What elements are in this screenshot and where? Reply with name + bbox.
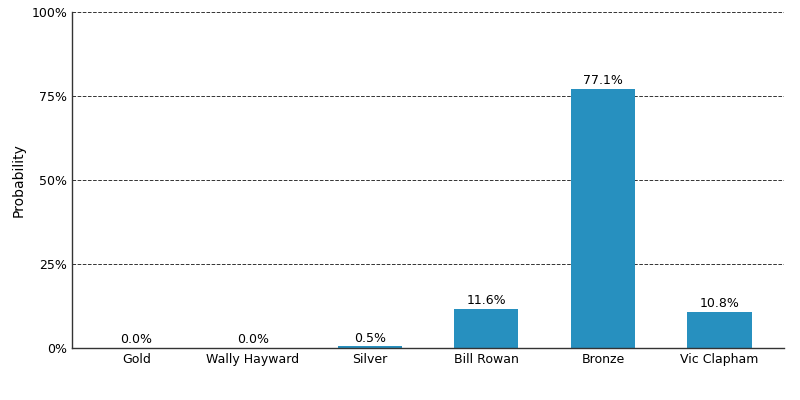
Text: 77.1%: 77.1% xyxy=(583,74,623,87)
Bar xyxy=(338,346,402,348)
Text: 0.0%: 0.0% xyxy=(121,333,153,346)
Y-axis label: Probability: Probability xyxy=(12,143,26,217)
Bar xyxy=(454,309,518,348)
Text: 11.6%: 11.6% xyxy=(466,294,506,307)
Text: 0.5%: 0.5% xyxy=(354,332,386,345)
Bar xyxy=(687,312,752,348)
Bar xyxy=(571,89,635,348)
Text: 0.0%: 0.0% xyxy=(237,333,269,346)
Text: 10.8%: 10.8% xyxy=(700,297,739,310)
